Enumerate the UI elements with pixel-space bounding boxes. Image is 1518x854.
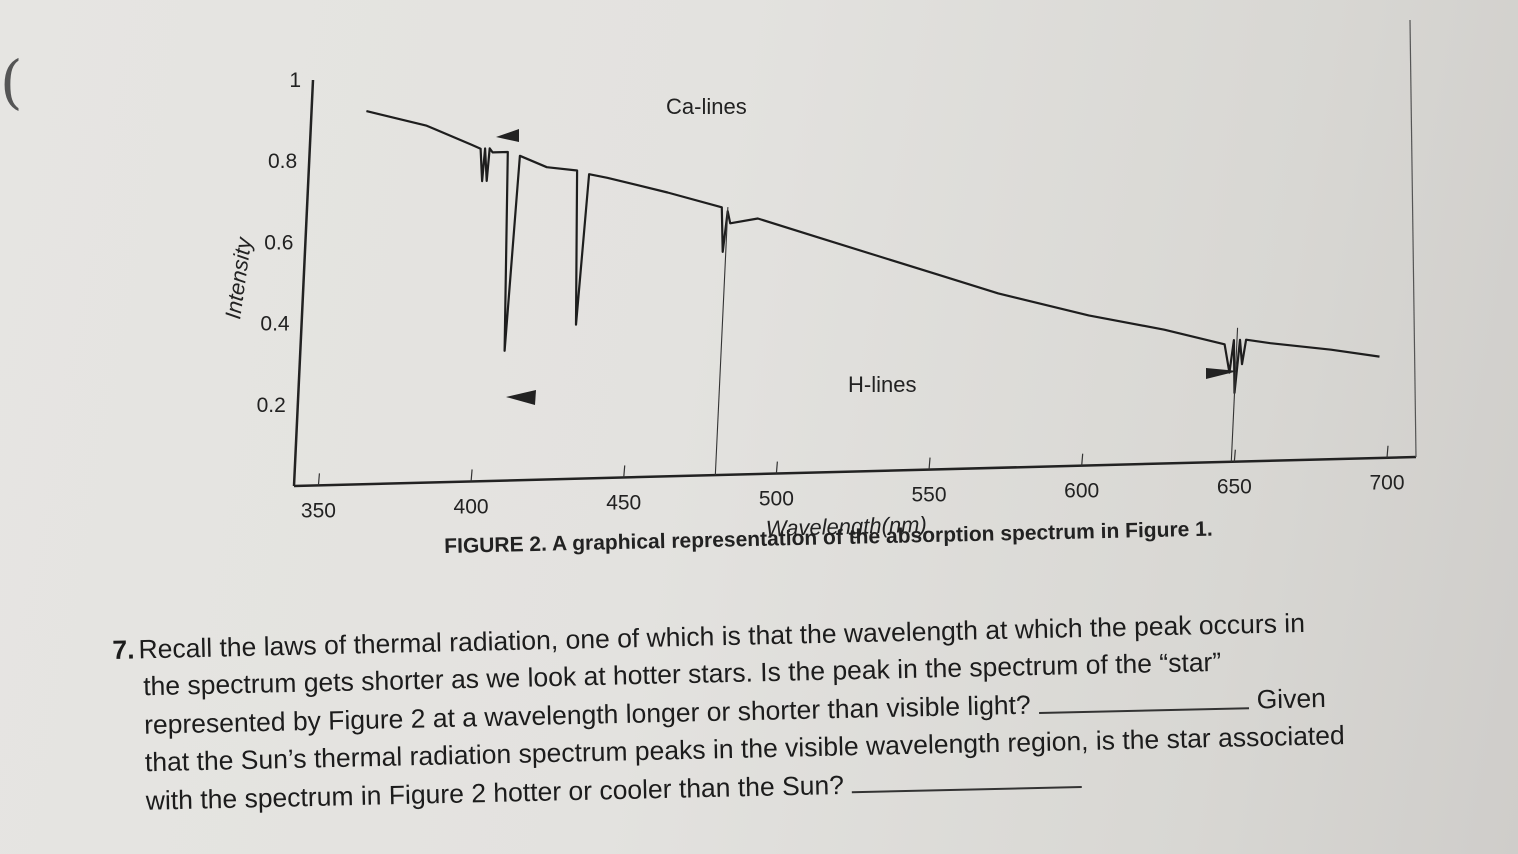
h-line-marker — [714, 207, 729, 476]
annotation-h-lines: H-lines — [848, 372, 916, 397]
spectrum-series-line — [366, 110, 1380, 394]
y-tick-label: 0.2 — [257, 394, 286, 417]
y-tick-label: 0.4 — [260, 313, 290, 336]
annotation-ca-lines: Ca-lines — [666, 94, 747, 119]
x-tick-label: 600 — [1064, 480, 1099, 503]
ca-line-arrow-upper — [496, 129, 519, 142]
question-7: 7. Recall the laws of thermal radiation, … — [112, 601, 1486, 820]
spectrum-chart: 350 400 450 500 550 600 650 700 0.2 0.4 0.6 0.8 1 C… — [220, 19, 1417, 541]
x-tick-mark — [1081, 453, 1084, 466]
x-axis — [293, 455, 1417, 488]
answer-blank-2[interactable] — [851, 759, 1083, 794]
x-tick-label: 700 — [1369, 472, 1404, 495]
y-tick-label: 0.8 — [268, 150, 297, 173]
x-tick-label: 400 — [454, 495, 489, 518]
x-tick-label: 550 — [912, 484, 947, 507]
x-tick-mark — [470, 469, 473, 482]
question-text-3b: Given — [1256, 682, 1327, 715]
x-tick-label: 650 — [1217, 476, 1252, 499]
ca-line-arrow-lower — [506, 390, 536, 405]
x-tick-mark — [1386, 445, 1389, 458]
margin-parenthesis-mark: ( — [0, 48, 23, 116]
question-number: 7. — [112, 634, 135, 665]
x-tick-mark — [623, 465, 626, 478]
x-tick-label: 450 — [606, 491, 641, 514]
y-tick-label: 0.6 — [264, 231, 293, 254]
answer-blank-1[interactable] — [1038, 680, 1249, 714]
x-tick-mark — [928, 457, 931, 470]
y-axis-title: Intensity — [220, 234, 256, 321]
x-tick-mark — [317, 473, 321, 486]
x-tick-mark — [1233, 449, 1236, 462]
x-tick-label: 500 — [759, 488, 794, 511]
h-line-arrow — [1206, 368, 1238, 379]
plot-frame-right — [1409, 19, 1417, 458]
x-tick-label: 350 — [301, 499, 336, 522]
x-axis-title: Wavelength(nm) — [765, 512, 927, 541]
y-axis — [292, 79, 315, 487]
x-tick-mark — [775, 461, 778, 474]
y-tick-label: 1 — [289, 69, 301, 92]
h-line-marker — [1230, 327, 1239, 462]
